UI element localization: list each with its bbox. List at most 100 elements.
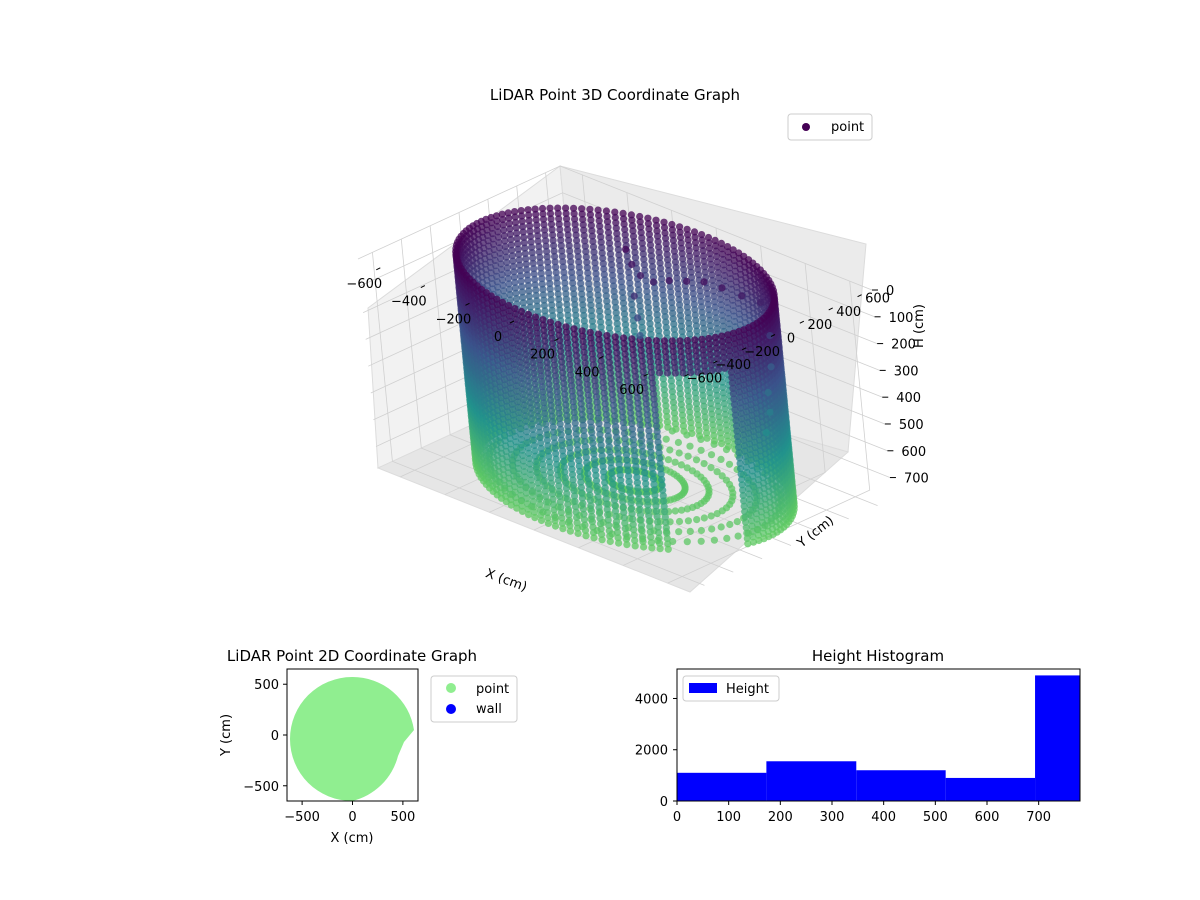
scatter-point (576, 274, 584, 282)
scatter-point (538, 275, 546, 283)
scatter-point (560, 274, 569, 282)
scatter-point (589, 243, 598, 251)
scatter-point (613, 230, 621, 238)
scatter-point (766, 408, 774, 416)
scatter-point (698, 386, 707, 394)
scatter-point (615, 256, 624, 264)
scatter-point (524, 206, 532, 214)
scatter-point (527, 238, 535, 246)
scatter-point (594, 286, 602, 294)
scatter-point (507, 241, 515, 249)
scatter-point (586, 205, 594, 213)
scatter-point (715, 274, 723, 282)
scatter-point (559, 525, 567, 533)
scatter-point (580, 317, 588, 325)
scatter-point (659, 286, 667, 294)
legend-label-point-2d: point (476, 682, 509, 697)
x-tick-label-hist: 600 (975, 810, 1000, 825)
scatter-point (688, 429, 696, 438)
scatter-point (561, 279, 569, 287)
scatter-point (605, 324, 614, 332)
scatter-point (542, 237, 550, 245)
scatter-point (557, 236, 565, 244)
scatter-point (499, 221, 507, 229)
scatter-point (509, 262, 517, 270)
scatter-point (584, 274, 592, 282)
scatter-point (672, 425, 680, 433)
scatter-point (617, 272, 625, 280)
scatter-point (709, 282, 717, 290)
scatter-point (691, 311, 699, 319)
scatter-point (667, 377, 676, 385)
scatter-point (678, 244, 686, 252)
scatter-point (659, 291, 667, 299)
scatter-point (719, 389, 727, 397)
x-tick-label-hist: 0 (673, 810, 681, 825)
scatter-point (548, 226, 556, 234)
scatter-point (725, 314, 733, 323)
scatter-point (596, 312, 604, 321)
scatter-point (678, 250, 686, 258)
scatter-point (660, 380, 668, 388)
scatter-point (675, 528, 683, 536)
scatter-point (683, 303, 691, 311)
scatter-point (588, 227, 596, 235)
scatter-point (694, 265, 702, 273)
scatter-point (685, 325, 693, 333)
scatter-point (498, 265, 506, 273)
scatter-point (668, 299, 676, 307)
histogram-bar (1035, 675, 1080, 801)
legend-3d: point (787, 113, 873, 141)
scatter-point (645, 225, 653, 233)
scatter-point (585, 285, 594, 293)
scatter-point (598, 249, 606, 257)
x-tick-label: 400 (575, 365, 600, 380)
scatter-point (564, 311, 572, 319)
scatter-point (648, 262, 657, 271)
scatter-point (526, 227, 534, 235)
scatter-point (668, 226, 677, 234)
scatter-point (509, 257, 517, 265)
scatter-point (720, 400, 728, 408)
scatter-point (724, 309, 732, 317)
scatter-point (598, 536, 606, 544)
scatter-point (525, 211, 533, 219)
scatter-point (676, 301, 684, 309)
scatter-point (704, 233, 713, 242)
scatter-point (640, 261, 648, 269)
scatter-point (536, 253, 544, 261)
scatter-point (577, 285, 585, 293)
scatter-point (663, 369, 672, 377)
scatter-point (692, 244, 700, 252)
scatter-point (658, 275, 666, 283)
scatter-point (677, 233, 685, 242)
scatter-point (640, 255, 648, 263)
scatter-point (683, 298, 691, 306)
scatter-point (636, 302, 644, 310)
scatter-point (651, 289, 659, 297)
scatter-point (612, 303, 620, 312)
x-tick-label: −600 (346, 277, 382, 292)
scatter-point (546, 204, 554, 212)
scatter-point (517, 272, 525, 280)
scatter-point (666, 283, 674, 291)
scatter-point (579, 301, 587, 309)
scatter-point (719, 317, 727, 325)
scatter-point (717, 295, 725, 303)
z-tick-label: 300 (894, 364, 919, 379)
scatter-point (669, 231, 677, 239)
scatter-point (690, 378, 699, 386)
scatter-point (527, 232, 535, 241)
scatter-point (625, 268, 633, 276)
scatter-point (605, 234, 613, 242)
scatter-point (646, 320, 654, 328)
scatter-point (721, 405, 729, 413)
scatter-point (571, 220, 579, 228)
scatter-point (555, 215, 563, 223)
scatter-point (693, 516, 701, 524)
scatter-point (557, 242, 565, 250)
scatter-point (513, 229, 521, 237)
scatter-point (678, 406, 686, 414)
scatter-point (711, 298, 719, 306)
